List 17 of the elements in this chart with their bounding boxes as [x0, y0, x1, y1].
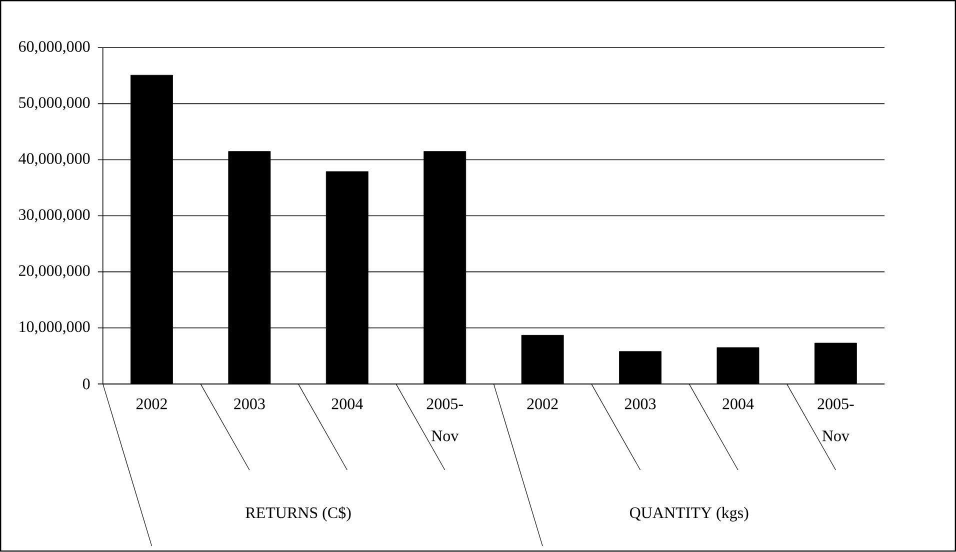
- category-label: 2005-Nov: [426, 398, 463, 442]
- y-tick-label: 50,000,000: [19, 97, 90, 110]
- x-tick-label: 2002: [136, 398, 167, 410]
- x-tick-label: 2004: [332, 398, 363, 410]
- text: QUANTITY (kgs): [630, 507, 748, 522]
- y-tick-label: 0: [82, 378, 90, 390]
- y-tick-label: 10,000,000: [20, 321, 90, 335]
- x-tick-label: 2003: [624, 398, 656, 410]
- text: RETURNS (C$): [246, 506, 351, 522]
- y-tick-label: 40,000,000: [18, 153, 90, 166]
- x-tick-label: 2004: [722, 398, 754, 410]
- y-tick-label: 20,000,000: [18, 265, 90, 279]
- y-tick-label: 30,000,000: [19, 209, 90, 223]
- x-tick-label: 2003: [234, 398, 265, 410]
- x-tick-label: 2002: [527, 398, 558, 410]
- category-label: 2005-Nov: [818, 398, 854, 442]
- y-tick-label: 60,000,000: [18, 41, 90, 54]
